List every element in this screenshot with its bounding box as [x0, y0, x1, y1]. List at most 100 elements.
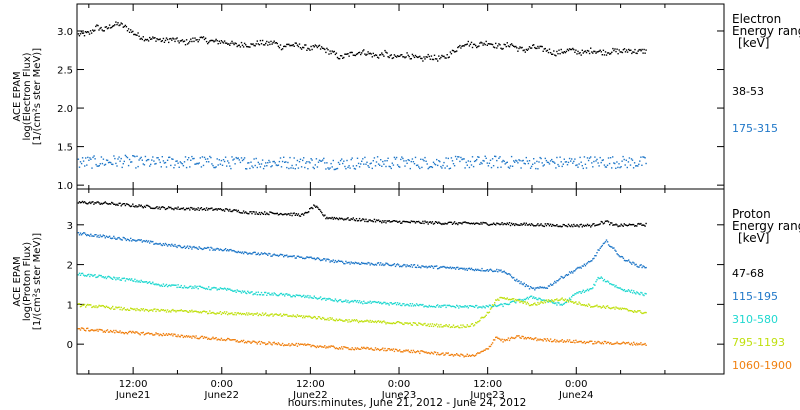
data-point — [431, 306, 434, 308]
data-point — [171, 333, 173, 335]
data-point — [641, 266, 643, 269]
data-point — [289, 255, 291, 258]
data-point — [248, 162, 250, 164]
data-point — [333, 50, 335, 53]
data-point — [108, 203, 111, 205]
data-point — [189, 310, 191, 312]
data-point — [505, 339, 507, 341]
data-point — [488, 43, 491, 45]
data-point — [390, 264, 392, 267]
data-point — [349, 263, 351, 265]
data-point — [172, 308, 174, 311]
data-point — [529, 224, 532, 227]
data-point — [382, 160, 384, 163]
data-point — [505, 303, 507, 305]
data-point — [317, 45, 320, 47]
data-point — [128, 205, 131, 207]
data-point — [344, 165, 346, 168]
data-point — [202, 208, 205, 210]
data-point — [255, 253, 257, 256]
data-point — [351, 262, 353, 264]
data-point — [544, 299, 546, 302]
data-point — [625, 342, 628, 344]
data-point — [228, 43, 230, 45]
data-point — [159, 285, 161, 287]
data-point — [269, 43, 271, 46]
data-point — [572, 272, 574, 274]
data-point — [475, 268, 477, 270]
data-point — [185, 39, 188, 41]
data-point — [428, 166, 430, 169]
data-point — [392, 322, 395, 324]
data-point — [640, 264, 642, 266]
data-point — [153, 37, 155, 39]
data-point — [309, 208, 311, 210]
data-point — [482, 159, 484, 162]
data-point — [77, 274, 80, 276]
data-point — [174, 164, 176, 166]
data-point — [484, 43, 486, 46]
data-point — [399, 302, 401, 305]
data-point — [103, 202, 105, 204]
data-point — [577, 166, 579, 168]
data-point — [316, 166, 319, 168]
data-point — [603, 54, 606, 56]
data-point — [258, 313, 261, 315]
data-point — [585, 225, 588, 227]
data-point — [635, 165, 637, 167]
data-point — [513, 276, 515, 279]
data-point — [549, 301, 552, 303]
data-point — [79, 161, 82, 163]
data-point — [471, 46, 474, 49]
data-point — [237, 341, 239, 343]
data-point — [390, 221, 392, 223]
data-point — [138, 309, 140, 311]
data-point — [106, 276, 109, 278]
data-point — [633, 341, 635, 344]
data-point — [323, 47, 325, 50]
data-point — [312, 344, 314, 347]
data-point — [131, 31, 133, 33]
data-point — [488, 304, 491, 306]
data-point — [345, 168, 347, 170]
data-point — [519, 224, 521, 226]
data-point — [188, 42, 190, 44]
data-point — [354, 299, 357, 302]
data-point — [159, 310, 161, 312]
data-point — [451, 49, 454, 52]
data-point — [235, 314, 237, 316]
data-point — [91, 329, 93, 331]
data-point — [535, 304, 537, 306]
data-point — [196, 247, 198, 250]
data-point — [430, 222, 433, 224]
data-point — [371, 301, 373, 303]
data-point — [523, 49, 525, 51]
data-point — [579, 266, 581, 268]
data-point — [469, 268, 472, 271]
data-point — [629, 49, 631, 52]
data-point — [88, 202, 90, 204]
data-point — [384, 347, 386, 350]
data-point — [77, 158, 80, 160]
data-point — [572, 294, 574, 296]
data-point — [102, 234, 104, 236]
data-point — [426, 267, 428, 269]
data-point — [152, 207, 154, 210]
data-point — [560, 298, 562, 300]
data-point — [253, 44, 255, 47]
data-point — [162, 283, 165, 285]
data-point — [614, 224, 616, 226]
data-point — [434, 58, 437, 60]
data-point — [532, 44, 534, 47]
data-point — [404, 264, 406, 266]
data-point — [386, 349, 388, 352]
data-point — [554, 280, 556, 283]
data-point — [567, 300, 570, 302]
data-point — [364, 53, 366, 55]
data-point — [128, 31, 131, 33]
data-point — [380, 320, 382, 323]
data-point — [426, 352, 428, 354]
data-point — [413, 163, 416, 165]
data-point — [579, 340, 581, 343]
legend-entry: 38-53 — [732, 85, 764, 98]
